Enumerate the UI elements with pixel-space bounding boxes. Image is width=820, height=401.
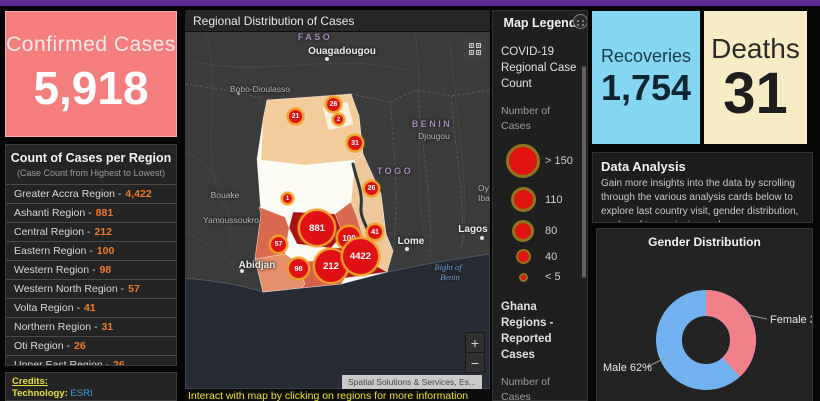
legend-scrollbar[interactable]	[582, 66, 586, 278]
confirmed-cases-card: Confirmed Cases 5,918	[5, 11, 177, 137]
dot-lagos	[480, 236, 484, 240]
male-callout-label: Male 62%	[603, 362, 652, 374]
male-leader-line	[646, 357, 666, 368]
map-bubble-north-east[interactable]: 2	[332, 113, 345, 126]
basemap-grid-icon	[469, 43, 481, 55]
gender-chart-title: Gender Distribution	[648, 235, 761, 249]
legend-circle-110	[510, 187, 536, 212]
list-item-upper-east[interactable]: Upper East Region -26	[6, 355, 176, 365]
confirmed-cases-value: 5,918	[33, 62, 149, 114]
list-item-eastern[interactable]: Eastern Region -100	[6, 241, 176, 260]
recoveries-card: Recoveries 1,754	[592, 11, 700, 144]
map-canvas[interactable]: FASO Ouagadougou Bobo-Dioulasso BENIN Dj…	[185, 32, 490, 389]
list-item-oti[interactable]: Oti Region -26	[6, 336, 176, 355]
deaths-label: Deaths	[711, 32, 800, 64]
dot-bobo	[237, 92, 240, 95]
map-widget: Regional Distribution of Cases	[185, 10, 490, 401]
map-bubble-greater-accra[interactable]: 4422	[341, 237, 380, 276]
list-title: Count of Cases per Region	[10, 151, 172, 165]
map-bubble-upper-west[interactable]: 21	[287, 108, 304, 125]
basemap-toggle-button[interactable]	[464, 38, 486, 60]
legend-circle-item: 110	[501, 187, 587, 212]
map-zoom-control: + −	[465, 332, 485, 373]
credits-card: Credits: Technology: ESRI	[5, 372, 177, 401]
map-bubble-oti[interactable]: 26	[363, 180, 380, 197]
deaths-value: 31	[723, 60, 788, 126]
legend-circle-item: 80	[501, 220, 587, 242]
list-item-northern[interactable]: Northern Region -31	[6, 317, 176, 336]
data-analysis-title: Data Analysis	[601, 159, 686, 174]
legend-circle-80	[512, 220, 534, 242]
female-callout-label: Female 38%	[770, 314, 813, 326]
legend-circle-item: > 150	[501, 144, 587, 178]
list-item-greater-accra[interactable]: Greater Accra Region -4,422	[6, 184, 176, 203]
legend-covid-subtitle: Number of Cases	[501, 105, 551, 132]
map-bubble-bono[interactable]: 1	[281, 192, 294, 205]
legend-circle-5	[518, 272, 528, 282]
list-item-volta[interactable]: Volta Region -41	[6, 298, 176, 317]
data-analysis-body: Gain more insights into the data by scro…	[601, 178, 799, 222]
donut-female-arc[interactable]	[656, 290, 756, 390]
dot-lome	[405, 247, 409, 251]
map-bubble-ashanti[interactable]: 881	[298, 209, 336, 247]
map-bubble-upper-east[interactable]: 26	[325, 96, 342, 113]
dot-ouagadougou	[325, 57, 329, 61]
legend-covid-title: COVID-19 Regional Case Count	[501, 46, 577, 90]
legend-circle-item: 40	[501, 249, 587, 264]
gender-distribution-card: Gender Distribution Female 38% Male 62%	[596, 228, 813, 401]
recoveries-value: 1,754	[600, 67, 692, 108]
legend-title: Map Legend	[503, 16, 577, 30]
map-bubble-western[interactable]: 98	[287, 257, 310, 280]
top-accent-bar	[0, 0, 820, 6]
map-title: Regional Distribution of Cases	[185, 10, 490, 32]
list-item-western[interactable]: Western Region -98	[6, 260, 176, 279]
list-subtitle: (Case Count from Highest to Lowest)	[16, 168, 166, 178]
map-interact-note: Interact with map by clicking on regions…	[185, 389, 490, 401]
gender-donut-chart[interactable]: Female 38% Male 62%	[597, 249, 813, 401]
map-bubble-volta[interactable]: 41	[366, 223, 384, 241]
credits-technology: Technology: ESRI	[12, 388, 93, 399]
legend-circle-40	[515, 249, 531, 264]
zoom-in-button[interactable]: +	[466, 333, 484, 353]
cases-per-region-list: Count of Cases per Region (Case Count fr…	[5, 144, 177, 366]
dot-abidjan	[240, 269, 244, 273]
credits-title: Credits:	[12, 376, 48, 387]
list-item-ashanti[interactable]: Ashanti Region -881	[6, 203, 176, 222]
map-legend-panel: Map Legend COVID-19 Regional Case Count …	[492, 10, 588, 401]
deaths-card: Deaths 31	[704, 11, 807, 144]
zoom-out-button[interactable]: −	[470, 355, 480, 371]
esri-link[interactable]: ESRI	[70, 388, 93, 399]
list-item-central[interactable]: Central Region -212	[6, 222, 176, 241]
data-analysis-card: Data Analysis Gain more insights into th…	[592, 152, 813, 223]
recoveries-label: Recoveries	[600, 46, 692, 66]
map-attribution: Spatial Solutions & Services, Es...	[341, 375, 482, 389]
legend-regions-subtitle: Number of Cases	[501, 376, 551, 401]
map-bubble-western-north[interactable]: 57	[269, 235, 288, 254]
list-item-western-north[interactable]: Western North Region -57	[6, 279, 176, 298]
legend-circle-item: < 5	[501, 271, 587, 283]
confirmed-cases-label: Confirmed Cases	[6, 33, 176, 56]
legend-circle-150	[506, 144, 540, 178]
female-leader-line	[742, 313, 768, 320]
legend-options-icon[interactable]	[573, 14, 587, 29]
map-bubble-northern[interactable]: 31	[346, 134, 364, 152]
legend-regions-title: Ghana Regions - Reported Cases	[501, 301, 554, 361]
basemap	[185, 32, 490, 389]
